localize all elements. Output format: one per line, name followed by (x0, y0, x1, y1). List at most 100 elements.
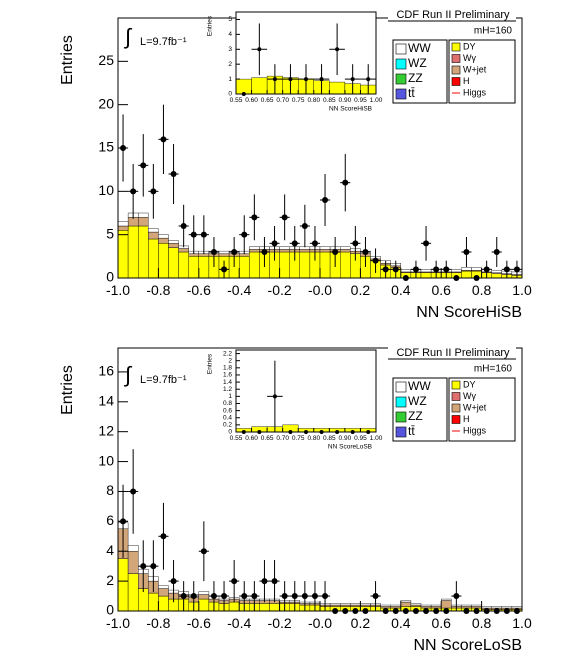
legend-label: Wγ (463, 391, 476, 401)
y-tick-label: 0 (228, 91, 232, 98)
legend-label: WW (408, 41, 431, 55)
stack-segment (249, 246, 260, 250)
data-point (473, 608, 480, 614)
stack-segment (390, 606, 402, 609)
legend-label: tt̄ (408, 424, 415, 438)
x-tick-label: -0.4 (227, 615, 251, 631)
stack-segment (249, 249, 260, 253)
stack-segment (340, 604, 351, 607)
x-tick-label: 0.75 (292, 435, 305, 442)
x-tick-label: 0.90 (339, 435, 352, 442)
stack-segment (420, 269, 432, 273)
stack-segment (158, 243, 169, 279)
legend-label: W+jet (463, 402, 487, 412)
x-tick-label: -0.0 (308, 282, 332, 298)
y-tick-label: 2.2 (223, 350, 232, 357)
data-point (352, 608, 359, 614)
x-tick-label: 0.6 (431, 282, 451, 298)
data-point (513, 608, 520, 614)
stack-segment (441, 598, 452, 601)
stack-segment (400, 269, 412, 273)
x-tick-label: 0.4 (391, 282, 411, 298)
stack-segment (319, 251, 331, 279)
y-tick-label: 1.6 (223, 372, 232, 379)
stack-segment (117, 230, 129, 279)
data-point (342, 608, 349, 614)
stack-segment (238, 253, 250, 257)
stack-segment (117, 221, 129, 227)
data-point (463, 249, 470, 255)
data-point (180, 593, 187, 600)
inset-x-label: NN ScoreLoSB (328, 444, 372, 451)
x-tick-label: 0.65 (261, 97, 274, 104)
data-point (366, 77, 371, 82)
stack-segment (380, 604, 391, 607)
stack-segment (137, 225, 149, 279)
legend-swatch (395, 396, 407, 408)
legend-label: ZZ (408, 409, 423, 423)
data-point (301, 223, 308, 229)
stack-segment (319, 246, 331, 250)
data-point (322, 593, 329, 600)
stack-segment (329, 81, 346, 95)
data-point (221, 266, 228, 273)
data-point (180, 223, 187, 229)
legend-swatch (451, 403, 461, 413)
stack-segment (501, 606, 513, 609)
stack-segment (198, 598, 210, 612)
x-tick-label: 0.60 (245, 97, 258, 104)
data-point (241, 231, 248, 238)
stack-segment (340, 603, 351, 606)
data-point (251, 214, 258, 221)
data-point (288, 77, 293, 82)
data-point (453, 275, 460, 281)
y-tick-label: 0 (228, 429, 232, 436)
stack-segment (259, 603, 270, 612)
stack-segment (228, 601, 240, 612)
x-tick-label: 0.6 (431, 615, 451, 631)
data-point (332, 249, 339, 255)
legend-swatch (395, 88, 407, 100)
data-point (392, 608, 399, 614)
data-point (350, 430, 355, 434)
stack-segment (340, 249, 351, 253)
y-tick-label: 25 (98, 52, 114, 68)
stack-segment (340, 251, 351, 279)
x-tick-label: -1.0 (106, 615, 130, 631)
data-point (382, 608, 389, 614)
data-point (493, 608, 500, 614)
stack-segment (127, 545, 139, 552)
legend-swatch (395, 411, 407, 423)
stack-segment (198, 591, 210, 595)
x-tick-label: 0.80 (307, 435, 320, 442)
stack-segment (178, 251, 189, 279)
stack-segment (390, 604, 402, 607)
legend-swatch (451, 65, 461, 75)
stack-segment (380, 606, 391, 609)
stack-segment (198, 253, 210, 257)
x-tick-label: -0.6 (187, 282, 211, 298)
stack-segment (279, 249, 290, 253)
stack-segment (158, 237, 169, 244)
stack-segment (491, 273, 503, 279)
data-point (453, 593, 460, 600)
data-point (271, 240, 278, 247)
stack-segment (148, 228, 159, 233)
stack-segment (360, 603, 371, 606)
stack-segment (461, 267, 472, 271)
stack-segment (420, 604, 432, 607)
legend-swatch (451, 77, 461, 86)
data-point (170, 578, 177, 585)
legend-label: DY (463, 41, 476, 51)
y-tick-label: 6 (106, 512, 114, 528)
stack-segment (410, 603, 422, 606)
x-axis-label: NN ScoreHiSB (416, 304, 522, 321)
data-point (257, 430, 262, 434)
x-tick-label: -0.4 (227, 282, 251, 298)
title-box (388, 346, 516, 359)
data-point (412, 608, 419, 614)
data-point (130, 188, 137, 195)
data-point (372, 593, 379, 600)
data-point (140, 162, 147, 169)
